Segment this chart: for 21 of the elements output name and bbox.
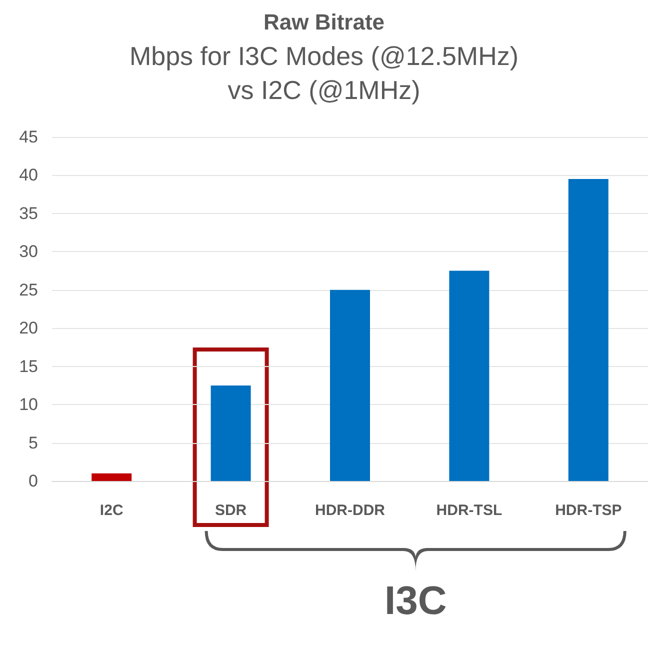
y-tick-label: 35	[19, 204, 38, 223]
y-tick-label: 20	[19, 318, 38, 338]
chart-subtitle: Mbps for I3C Modes (@12.5MHz) vs I2C (@1MHz)	[129, 41, 519, 105]
bar	[330, 290, 370, 481]
chart-title: Raw Bitrate	[263, 10, 385, 34]
bar	[449, 270, 490, 481]
x-tick-label: I2C	[100, 502, 124, 519]
y-tick-label: 40	[19, 166, 38, 185]
y-tick-label: 0	[28, 472, 38, 490]
y-tick-label: 15	[19, 356, 38, 376]
y-tick-label: 10	[19, 395, 38, 414]
y-tick-label: 25	[19, 280, 38, 300]
y-tick-label: 5	[28, 433, 38, 452]
x-tick-label: HDR-TSL	[436, 502, 502, 519]
y-tick-label: 30	[19, 242, 38, 262]
bar	[568, 179, 608, 481]
x-tick-label: HDR-TSP	[555, 502, 622, 519]
text: I3C	[384, 579, 447, 624]
x-tick-label: HDR-DDR	[315, 502, 386, 519]
bar	[92, 473, 132, 481]
y-tick-label: 45	[19, 128, 38, 146]
